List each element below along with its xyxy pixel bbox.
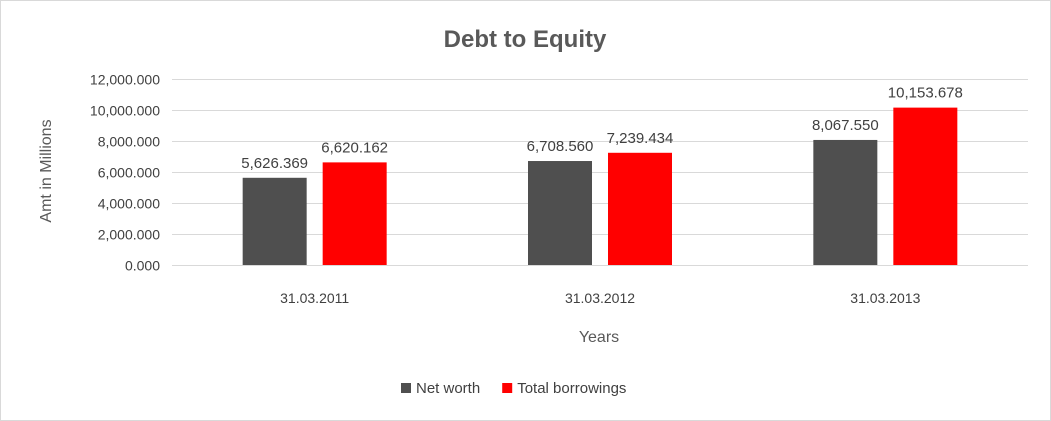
y-tick-labels: 0.000 2,000.000 4,000.000 6,000.000 8,000.00… [90, 72, 160, 274]
y-tick-label: 4,000.000 [98, 196, 160, 212]
y-axis-title: Amt in Millions [38, 119, 55, 222]
x-tick-label: 31.03.2011 [280, 290, 349, 306]
data-label: 6,708.560 [527, 138, 594, 155]
legend-label: Net worth [416, 380, 480, 397]
data-label: 10,153.678 [888, 85, 963, 102]
data-label: 6,620.162 [321, 139, 388, 156]
data-label: 5,626.369 [241, 155, 308, 172]
y-tick-label: 2,000.000 [98, 227, 160, 243]
y-tick-label: 12,000.000 [90, 72, 160, 88]
bar-net-worth [813, 139, 878, 265]
bar-net-worth [528, 161, 592, 265]
x-tick-label: 31.03.2013 [850, 290, 920, 306]
data-label: 8,067.550 [812, 117, 879, 134]
legend: Net worth Total borrowings [401, 380, 626, 397]
y-tick-label: 8,000.000 [98, 134, 160, 150]
bars [242, 107, 958, 266]
chart-title: Debt to Equity [444, 26, 607, 53]
x-axis-title: Years [579, 329, 619, 346]
bar-total-borrowings [322, 162, 387, 265]
y-tick-label: 10,000.000 [90, 103, 160, 119]
data-labels: 5,626.369 6,620.162 6,708.560 7,239.434 8,06… [241, 85, 963, 172]
y-tick-label: 6,000.000 [98, 165, 160, 181]
legend-swatch [401, 383, 411, 393]
x-tick-labels: 31.03.2011 31.03.2012 31.03.2013 [280, 290, 920, 306]
legend-swatch [502, 383, 513, 393]
y-tick-label: 0.000 [125, 258, 160, 274]
gridlines [172, 79, 1028, 266]
bar-total-borrowings [608, 152, 672, 265]
x-tick-label: 31.03.2012 [565, 290, 635, 306]
bar-net-worth [242, 177, 307, 265]
data-label: 7,239.434 [607, 130, 674, 147]
legend-label: Total borrowings [517, 380, 626, 397]
bar-total-borrowings [893, 107, 958, 266]
